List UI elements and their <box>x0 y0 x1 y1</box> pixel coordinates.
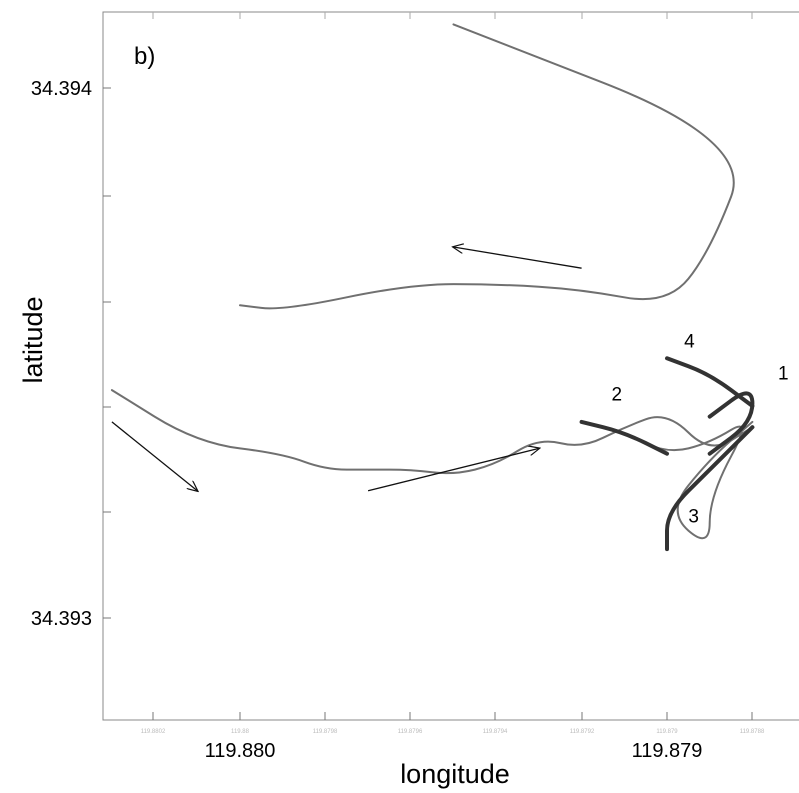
axis-ticks <box>103 12 753 720</box>
track-segment-2 <box>579 419 669 456</box>
y-tick-label-top: 34.394 <box>31 78 92 100</box>
x-minor-label-5: 119.8792 <box>570 729 595 735</box>
x-tick-label-right: 119.879 <box>632 740 703 762</box>
segment-label-4: 4 <box>684 332 695 353</box>
y-tick-label-bottom: 34.393 <box>31 608 92 630</box>
x-minor-label-2: 119.8798 <box>313 729 338 735</box>
x-minor-label-6: 119.879 <box>656 729 678 735</box>
direction-arrow-south-east <box>111 421 197 491</box>
segment-label-3: 3 <box>688 507 699 528</box>
x-minor-label-3: 119.8796 <box>398 729 423 735</box>
track-west-loop-return <box>110 389 754 475</box>
track-segment-1 <box>707 391 755 456</box>
track-series <box>110 23 755 552</box>
track-segment-3 <box>664 425 755 552</box>
panel-label: b) <box>134 43 155 70</box>
track-outbound-west <box>239 23 735 310</box>
x-axis-title: longitude <box>400 759 510 789</box>
plot-frame <box>102 11 799 721</box>
x-minor-label-0: 119.8802 <box>141 729 166 735</box>
segment-labels: 1 2 3 4 <box>611 332 788 528</box>
x-minor-label-7: 119.8788 <box>740 729 765 735</box>
x-minor-label-1: 119.88 <box>231 729 250 735</box>
segment-label-2: 2 <box>611 385 622 406</box>
direction-arrows <box>111 247 582 492</box>
x-tick-label-left: 119.880 <box>205 740 276 762</box>
direction-arrow-north-east <box>367 448 539 492</box>
x-minor-label-4: 119.8794 <box>483 729 508 735</box>
x-minor-tick-labels: 119.8802 119.88 119.8798 119.8796 119.8794 11… <box>141 729 765 735</box>
segment-label-1: 1 <box>778 364 789 385</box>
y-axis-title: latitude <box>18 296 48 383</box>
track-segment-4 <box>665 356 755 408</box>
direction-arrow-west <box>454 247 582 269</box>
